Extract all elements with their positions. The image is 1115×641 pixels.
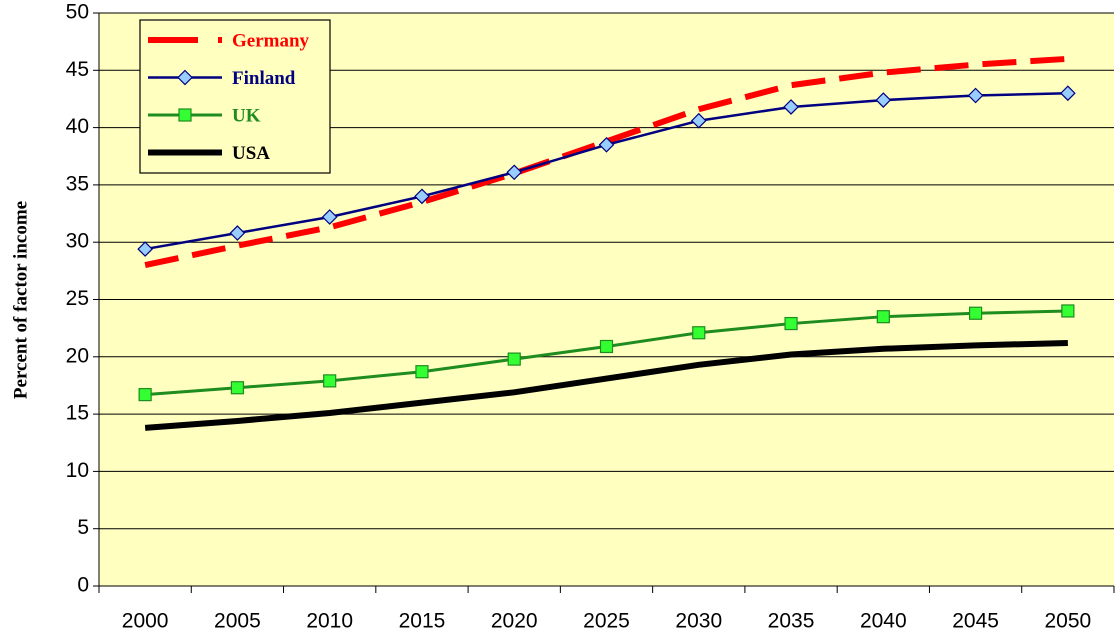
legend-label: Germany (232, 30, 310, 51)
marker (875, 92, 892, 108)
x-tick-label: 2020 (491, 610, 538, 633)
x-tick-label: 2000 (122, 610, 169, 633)
y-tick-label: 0 (77, 574, 89, 597)
y-tick-label: 40 (66, 115, 89, 138)
y-tick-label: 5 (77, 516, 89, 539)
marker (692, 326, 706, 340)
marker (138, 388, 152, 402)
x-tick-label: 2005 (214, 610, 261, 633)
marker (967, 87, 984, 104)
legend-label: Finland (232, 68, 296, 89)
y-tick-label: 30 (66, 230, 89, 253)
y-tick-label: 45 (66, 58, 89, 81)
y-tick-label: 10 (66, 459, 89, 482)
marker (415, 365, 429, 379)
marker (968, 306, 983, 320)
legend-box (139, 19, 331, 174)
marker (137, 241, 153, 257)
x-tick-label: 2030 (675, 610, 722, 633)
marker (784, 316, 798, 331)
marker (598, 136, 615, 153)
marker (230, 381, 245, 395)
x-tick-label: 2045 (952, 610, 999, 633)
marker (229, 225, 246, 241)
x-tick-label: 2025 (583, 610, 630, 633)
x-tick-label: 2010 (306, 610, 353, 633)
x-tick-label: 2035 (768, 610, 815, 633)
marker (414, 188, 430, 205)
marker (507, 352, 521, 366)
series-line (144, 55, 1069, 269)
x-tick-label: 2015 (399, 610, 446, 633)
series-line (144, 340, 1068, 431)
marker (876, 310, 890, 324)
marker (1060, 85, 1076, 102)
legend-label: UK (232, 105, 261, 126)
legend-marker (178, 108, 192, 122)
y-tick-label: 35 (66, 172, 89, 195)
marker (506, 164, 523, 181)
marker (323, 374, 337, 388)
marker (783, 99, 799, 115)
marker (690, 112, 707, 129)
legend-label: USA (232, 143, 270, 164)
marker (1061, 304, 1075, 318)
y-tick-label: 20 (66, 344, 89, 367)
y-tick-label: 15 (66, 402, 89, 425)
x-tick-label: 2050 (1045, 610, 1092, 633)
y-tick-label: 50 (66, 1, 89, 24)
y-tick-label: 25 (66, 287, 89, 310)
marker (599, 339, 614, 354)
x-tick-label: 2040 (860, 610, 907, 633)
legend-marker (177, 69, 193, 86)
marker (321, 209, 338, 225)
y-axis-label: Percent of factor income (10, 201, 31, 399)
